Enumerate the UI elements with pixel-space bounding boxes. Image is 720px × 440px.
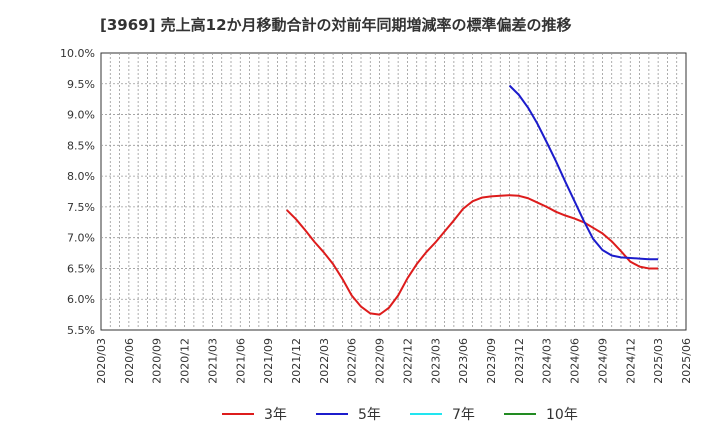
y-tick-label: 8.0%: [67, 170, 95, 183]
x-tick-label: 2025/06: [680, 338, 693, 384]
x-tick-label: 2020/09: [151, 338, 164, 384]
y-tick-label: 5.5%: [67, 324, 95, 337]
x-tick-label: 2020/06: [123, 338, 136, 384]
x-tick-label: 2025/03: [652, 338, 665, 384]
series-line-5年: [508, 84, 659, 261]
series-line-3年: [286, 194, 659, 316]
x-tick-label: 2021/09: [262, 338, 275, 384]
grid-lines: [101, 53, 686, 330]
plot-frame: [100, 52, 687, 331]
y-tick-label: 7.0%: [67, 232, 95, 245]
legend-label: 5年: [358, 407, 381, 423]
y-tick-label: 8.5%: [67, 139, 95, 152]
series-layer: [286, 84, 659, 316]
x-tick-label: 2021/12: [290, 338, 303, 384]
x-tick-label: 2024/06: [569, 338, 582, 384]
y-tick-label: 9.5%: [67, 78, 95, 91]
x-tick-label: 2021/06: [234, 338, 247, 384]
chart-title: [3969] 売上高12か月移動合計の対前年同期増減率の標準偏差の推移: [100, 16, 572, 34]
x-tick-label: 2021/03: [206, 338, 219, 384]
legend: 3年 5年 7年 10年: [222, 407, 578, 423]
x-tick-label: 2022/06: [346, 338, 359, 384]
x-tick-label: 2024/09: [596, 338, 609, 384]
x-tick-label: 2023/03: [429, 338, 442, 384]
y-tick-label: 6.0%: [67, 293, 95, 306]
plot-area: [100, 52, 687, 331]
x-tick-label: 2023/06: [457, 338, 470, 384]
x-tick-label: 2023/12: [513, 338, 526, 384]
x-tick-label: 2022/12: [401, 338, 414, 384]
x-tick-label: 2020/12: [179, 338, 192, 384]
x-tick-label: 2020/03: [95, 338, 108, 384]
y-tick-label: 6.5%: [67, 262, 95, 275]
x-tick-label: 2022/03: [318, 338, 331, 384]
legend-label: 10年: [546, 407, 578, 423]
y-tick-label: 7.5%: [67, 201, 95, 214]
x-tick-label: 2024/12: [624, 338, 637, 384]
y-tick-label: 10.0%: [60, 47, 95, 60]
y-axis: 5.5% 6.0% 6.5% 7.0% 7.5% 8.0% 8.5% 9.0% 9.5% 10.0…: [60, 47, 95, 337]
x-axis: 2020/03 2020/06 2020/09 2020/12 2021/03 2021/…: [95, 338, 693, 384]
legend-label: 3年: [264, 407, 287, 423]
legend-label: 7年: [452, 407, 475, 423]
x-tick-label: 2022/09: [374, 338, 387, 384]
x-tick-label: 2024/03: [541, 338, 554, 384]
x-tick-label: 2023/09: [485, 338, 498, 384]
y-tick-label: 9.0%: [67, 109, 95, 122]
